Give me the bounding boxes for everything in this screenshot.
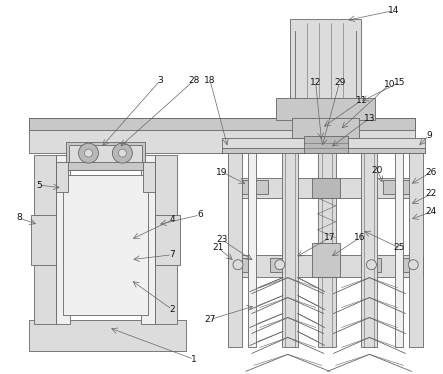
Bar [383,180,419,194]
Text: 15: 15 [393,78,405,87]
Bar [141,155,155,325]
Bar [56,155,70,325]
Text: 4: 4 [169,215,175,224]
Bar [66,162,145,170]
Bar [155,215,180,265]
Bar [270,258,290,272]
Circle shape [113,143,132,163]
Bar [228,178,423,198]
Circle shape [275,260,285,270]
Bar [66,142,145,170]
Text: 18: 18 [204,76,216,85]
Bar [222,138,425,153]
Text: 22: 22 [426,190,437,199]
Bar [143,162,155,192]
Bar [312,243,340,277]
Text: 2: 2 [169,305,175,314]
Bar [56,162,68,192]
Bar [29,118,415,130]
Bar [304,136,347,153]
Bar [34,155,56,325]
Text: 29: 29 [334,78,345,87]
Text: 12: 12 [310,78,321,87]
Circle shape [78,143,98,163]
Bar [276,98,375,120]
Bar [282,153,298,347]
Bar [232,180,268,194]
Text: 5: 5 [36,181,42,190]
Circle shape [408,260,418,270]
Circle shape [85,149,93,157]
Text: 7: 7 [169,250,175,259]
Text: 16: 16 [354,233,365,242]
Bar [409,153,423,347]
Text: 19: 19 [216,168,228,177]
Bar [222,148,425,153]
Bar [31,215,56,265]
Text: 3: 3 [157,76,163,85]
Bar [228,258,248,272]
Bar [403,258,423,272]
Text: 23: 23 [216,235,228,244]
Bar [292,118,359,138]
Bar [155,155,177,325]
Circle shape [233,260,243,270]
Bar [318,153,336,347]
Bar [228,255,423,277]
Text: 25: 25 [394,243,405,252]
Text: 17: 17 [324,233,335,242]
Text: 9: 9 [426,131,432,140]
Text: 6: 6 [197,211,203,220]
Bar [62,175,148,315]
Text: 10: 10 [384,80,395,89]
Text: 8: 8 [16,214,22,223]
Bar [248,153,256,347]
Text: 11: 11 [356,96,367,105]
Bar [69,145,142,167]
Bar [228,153,242,347]
Text: 1: 1 [191,355,197,364]
Circle shape [118,149,126,157]
Bar [29,118,415,153]
Bar [361,258,381,272]
Text: 26: 26 [426,168,437,177]
Text: 27: 27 [204,315,216,324]
Circle shape [366,260,377,270]
Bar [395,153,403,347]
Text: 28: 28 [188,76,200,85]
Text: 13: 13 [364,114,375,123]
Bar [29,319,186,352]
Bar [290,19,361,100]
Text: 20: 20 [372,166,383,175]
Bar [312,178,340,198]
Text: 21: 21 [212,243,224,252]
Text: 24: 24 [426,208,437,217]
Bar [361,153,377,347]
Text: 14: 14 [388,6,399,15]
